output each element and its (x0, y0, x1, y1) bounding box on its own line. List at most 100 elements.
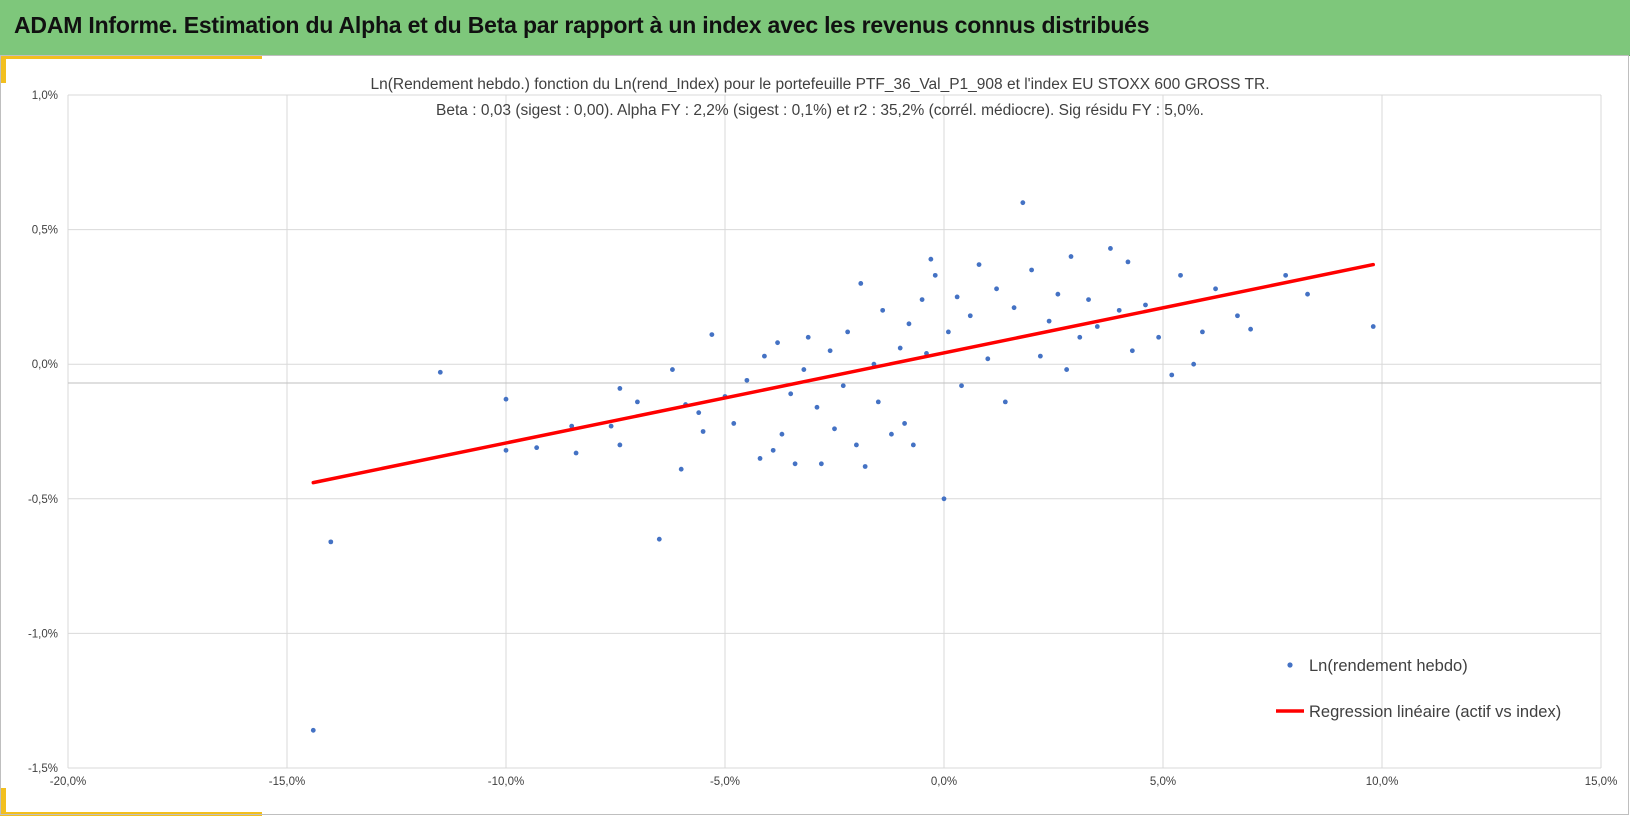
regression-line (311, 262, 1375, 485)
x-tick-label: -20,0% (50, 776, 86, 788)
data-point (954, 294, 960, 300)
data-point (906, 321, 912, 327)
data-point (1178, 272, 1183, 278)
data-point (503, 396, 509, 402)
data-point (827, 348, 833, 354)
data-point (1086, 297, 1091, 302)
data-point (1094, 324, 1100, 329)
data-point (775, 340, 780, 346)
data-point (880, 307, 886, 313)
accent-bar-top (0, 55, 262, 59)
data-point (731, 421, 737, 426)
data-point (1037, 353, 1043, 359)
data-point (1200, 329, 1205, 335)
data-point (328, 539, 334, 545)
y-tick-label: 0,5% (32, 225, 58, 237)
data-point (1046, 318, 1052, 324)
data-point (1064, 367, 1070, 372)
data-point (875, 399, 881, 405)
legend: Ln(rendement hebdo) Regression linéaire … (1276, 657, 1561, 721)
grid-lines (67, 94, 1602, 769)
data-point (840, 383, 846, 389)
data-point (967, 313, 973, 319)
data-point (858, 281, 864, 286)
data-point (1213, 286, 1218, 292)
x-tick-label: 10,0% (1366, 776, 1399, 788)
regression-line-group (311, 262, 1375, 485)
data-point (902, 421, 907, 426)
data-point (814, 404, 820, 410)
accent-bar-left-bottom (0, 788, 6, 816)
data-point (932, 272, 938, 278)
data-point (1305, 291, 1310, 297)
x-axis-ticks: -20,0% -15,0% -10,0% -5,0% 0,0% 5,0% 10,0% 15,0… (50, 776, 1618, 788)
data-point (757, 456, 763, 461)
data-point (534, 445, 540, 451)
data-point (1108, 246, 1113, 251)
data-point (1191, 361, 1197, 367)
y-tick-label: 0,0% (32, 359, 58, 371)
data-point (805, 334, 811, 340)
data-point (1077, 334, 1083, 340)
data-point (945, 329, 951, 335)
data-point (1029, 267, 1034, 273)
data-point (770, 447, 776, 453)
data-point (779, 431, 785, 437)
x-tick-label: 5,0% (1150, 776, 1176, 788)
data-point (635, 399, 640, 405)
report-title: ADAM Informe. Estimation du Alpha et du … (14, 12, 1150, 38)
y-tick-label: 1,0% (32, 90, 58, 102)
y-tick-label: -0,5% (28, 494, 58, 506)
data-point (1370, 324, 1376, 329)
x-tick-label: -5,0% (710, 776, 740, 788)
scatter-points (310, 200, 1376, 733)
data-point (1129, 348, 1135, 354)
data-point (1002, 399, 1008, 405)
data-point (1156, 334, 1162, 340)
data-point (928, 256, 934, 262)
legend-label-regression: Regression linéaire (actif vs index) (1309, 703, 1561, 721)
y-tick-label: -1,0% (28, 628, 58, 640)
data-point (656, 536, 662, 542)
x-tick-label: -10,0% (488, 776, 524, 788)
chart-subtitle-line2: Beta : 0,03 (sigest : 0,00). Alpha FY : … (436, 102, 1204, 119)
data-point (845, 329, 851, 335)
data-point (976, 262, 982, 267)
data-point (608, 423, 614, 429)
data-point (1169, 372, 1175, 378)
data-point (792, 461, 798, 467)
report-banner: ADAM Informe. Estimation du Alpha et du … (0, 0, 1630, 56)
data-point (670, 367, 675, 372)
data-point (437, 369, 443, 375)
x-tick-label: -15,0% (269, 776, 305, 788)
data-point (709, 332, 715, 337)
legend-label-scatter: Ln(rendement hebdo) (1309, 657, 1468, 675)
data-point (1011, 305, 1017, 311)
data-point (959, 383, 964, 389)
data-point (1020, 200, 1026, 206)
x-tick-label: 15,0% (1585, 776, 1618, 788)
data-point (617, 386, 623, 391)
data-point (1143, 302, 1148, 308)
data-point (832, 426, 837, 432)
data-point (1235, 313, 1240, 319)
data-point (503, 447, 509, 453)
accent-bar-left-top (0, 55, 6, 83)
data-point (889, 431, 894, 437)
data-point (941, 496, 947, 502)
data-point (985, 356, 991, 362)
data-point (1068, 254, 1074, 259)
data-point (1116, 307, 1122, 313)
data-point (818, 461, 824, 467)
data-point (1055, 291, 1061, 297)
data-point (1283, 272, 1289, 278)
data-point (573, 450, 579, 456)
data-point (744, 377, 750, 383)
y-tick-label: -1,5% (28, 763, 58, 775)
legend-scatter-marker (1287, 662, 1293, 668)
data-point (788, 391, 794, 397)
data-point (801, 367, 807, 372)
data-point (897, 345, 903, 351)
data-point (762, 353, 767, 359)
